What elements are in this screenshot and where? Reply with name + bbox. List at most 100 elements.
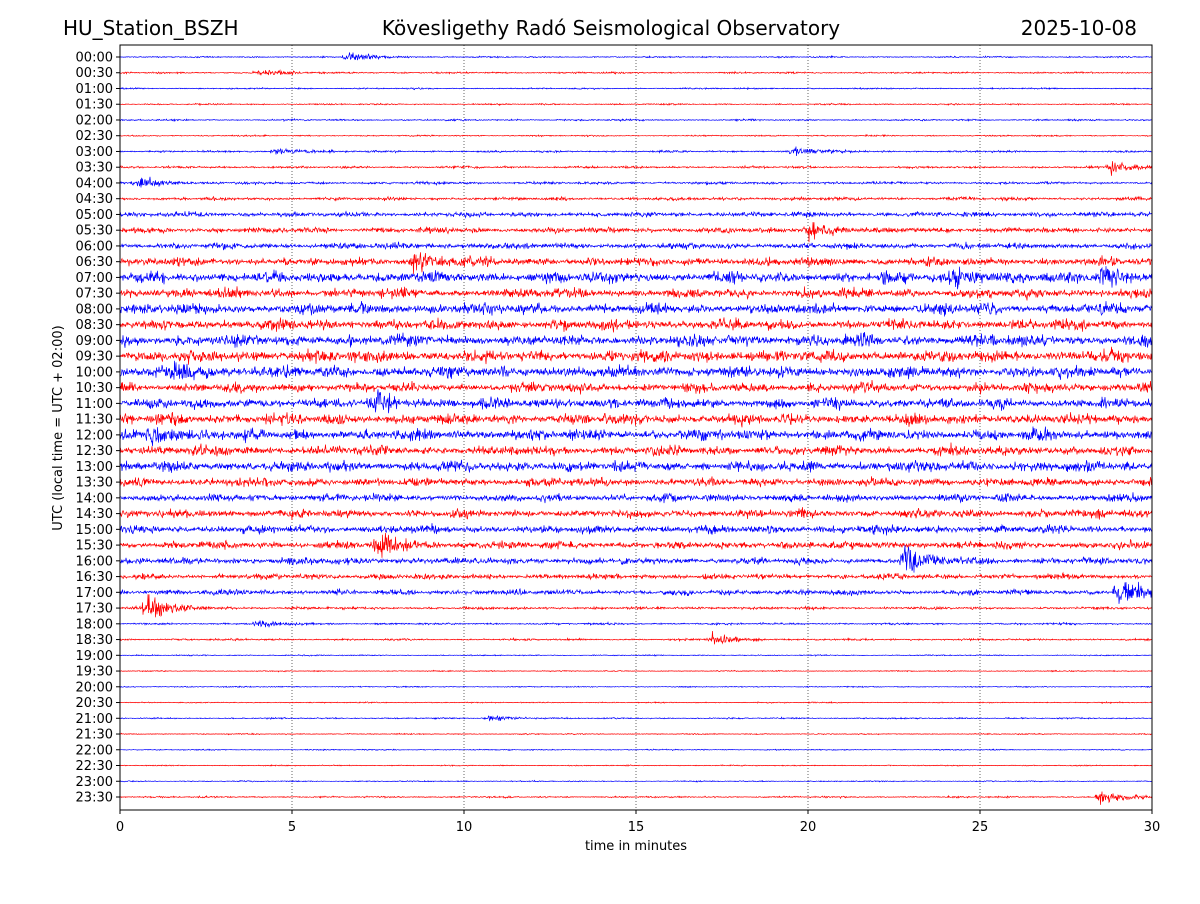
y-tick-label: 02:00 [76,113,113,128]
y-tick-label: 06:30 [76,255,113,270]
y-tick-label: 03:00 [76,145,113,160]
trace-1230 [119,442,1153,458]
y-tick-label: 18:00 [76,617,113,632]
y-tick-label: 08:00 [76,302,113,317]
trace-0600 [119,241,1153,251]
chart-title: Kövesligethy Radó Seismological Observat… [382,16,840,40]
trace-0330 [119,161,1153,176]
trace-1530 [119,532,1153,558]
trace-0530 [119,222,1153,243]
y-tick-label: 16:30 [76,570,113,585]
y-tick-label: 10:00 [76,365,113,380]
y-tick-label: 00:00 [76,51,113,66]
trace-1100 [119,389,1153,414]
trace-1500 [119,523,1153,536]
y-tick-label: 21:30 [76,728,113,743]
y-tick-label: 13:30 [76,476,113,491]
trace-0100 [119,86,1153,91]
x-tick-label: 0 [116,820,124,835]
y-tick-label: 15:30 [76,539,113,554]
trace-0700 [119,266,1153,290]
x-tick-label: 15 [628,820,645,835]
trace-2000 [119,685,1153,689]
y-tick-label: 17:00 [76,586,113,601]
station-title: HU_Station_BSZH [63,16,239,40]
trace-2200 [119,748,1153,752]
y-tick-label: 22:00 [76,743,113,758]
y-tick-label: 15:00 [76,523,113,538]
y-tick-label: 08:30 [76,318,113,333]
y-tick-label: 17:30 [76,602,113,617]
y-tick-label: 07:30 [76,287,113,302]
y-tick-label: 19:30 [76,665,113,680]
y-tick-label: 22:30 [76,759,113,774]
y-tick-label: 20:00 [76,680,113,695]
x-axis-label: time in minutes [585,839,687,854]
y-tick-label: 20:30 [76,696,113,711]
trace-0430 [119,195,1153,202]
x-tick-label: 10 [456,820,473,835]
y-tick-label: 09:30 [76,350,113,365]
trace-1000 [119,360,1153,381]
trace-0130 [119,102,1153,107]
y-tick-label: 11:00 [76,397,113,412]
x-tick-label: 20 [800,820,817,835]
trace-1830 [119,630,1153,645]
y-axis-label: UTC (local time = UTC + 02:00) [51,325,66,530]
y-tick-label: 12:30 [76,444,113,459]
y-tick-label: 01:00 [76,82,113,97]
y-tick-label: 04:30 [76,192,113,207]
y-tick-label: 05:30 [76,224,113,239]
trace-1300 [119,459,1153,473]
y-tick-label: 23:30 [76,791,113,806]
trace-0230 [119,133,1153,138]
trace-1800 [119,620,1153,628]
trace-1930 [119,669,1153,673]
trace-0030 [119,69,1153,76]
y-tick-label: 00:30 [76,66,113,81]
y-tick-label: 13:00 [76,460,113,475]
trace-2300 [119,779,1152,783]
trace-1700 [119,581,1153,604]
y-tick-label: 18:30 [76,633,113,648]
y-tick-label: 03:30 [76,161,113,176]
trace-0200 [119,118,1153,123]
trace-1730 [119,594,1153,618]
trace-2230 [119,764,1152,767]
trace-0930 [119,346,1153,365]
trace-0500 [119,210,1153,219]
trace-0800 [119,300,1153,317]
x-tick-label: 5 [288,820,296,835]
trace-0000 [119,52,1153,61]
y-tick-label: 06:00 [76,239,113,254]
y-tick-label: 01:30 [76,98,113,113]
trace-2030 [119,700,1153,705]
y-tick-label: 05:00 [76,208,113,223]
trace-0900 [119,331,1153,348]
trace-1630 [119,571,1153,581]
y-tick-label: 21:00 [76,712,113,727]
trace-0300 [119,146,1153,157]
trace-0400 [119,176,1153,188]
trace-0730 [119,286,1153,301]
y-tick-label: 07:00 [76,271,113,286]
y-tick-label: 14:00 [76,491,113,506]
y-tick-label: 14:30 [76,507,113,522]
x-tick-label: 30 [1144,820,1161,835]
y-tick-label: 19:00 [76,649,113,664]
y-tick-label: 10:30 [76,381,113,396]
trace-2130 [119,732,1153,736]
trace-1900 [119,653,1153,657]
trace-1030 [119,379,1153,395]
trace-1400 [119,492,1153,504]
y-tick-label: 04:00 [76,176,113,191]
y-tick-label: 16:00 [76,554,113,569]
trace-1430 [119,507,1153,521]
trace-2100 [119,715,1153,722]
y-tick-label: 02:30 [76,129,113,144]
y-tick-label: 12:00 [76,428,113,443]
y-tick-label: 09:00 [76,334,113,349]
trace-0830 [119,317,1153,333]
trace-1600 [119,545,1153,573]
